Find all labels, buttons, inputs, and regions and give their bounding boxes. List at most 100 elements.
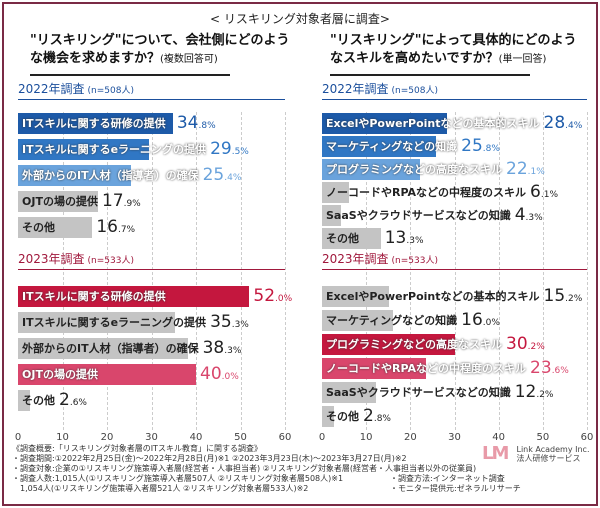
bar <box>322 205 341 226</box>
value-label: 6.1% <box>530 182 559 202</box>
x-tick-label: 10 <box>56 432 69 443</box>
bar <box>322 382 376 403</box>
group-n: (n=508人) <box>391 86 438 96</box>
bar <box>18 191 98 212</box>
logo-mark: LM <box>482 442 509 464</box>
bar <box>18 390 30 411</box>
value-label: 12.2% <box>514 382 554 402</box>
bar-label: その他 <box>22 394 55 407</box>
footnote-line: ・調査期間:①2022年2月25日(金)～2022年2月28日(月)※1 ②20… <box>12 454 407 463</box>
group-n: (n=533人) <box>87 256 134 266</box>
bar <box>18 217 93 238</box>
right-question: "リスキリング"によって具体的にどのようなスキルを高めたいですか？(単一回答) <box>330 32 588 69</box>
right-question-rule <box>330 74 530 76</box>
x-tick-label: 0 <box>14 432 22 443</box>
bar <box>322 334 456 355</box>
gridline <box>196 112 197 430</box>
survey-footnote: 《調査概要:「リスキリング対象者層のITスキル教育」に関する調査》 ・調査期間:… <box>12 444 476 494</box>
bar <box>322 406 335 427</box>
x-tick-label: 20 <box>100 432 114 443</box>
value-label: 17.9% <box>101 191 141 211</box>
bar <box>18 364 196 385</box>
x-tick-label: 40 <box>492 432 506 443</box>
bar-label: ITスキルに関するeラーニングの提供 <box>22 316 207 329</box>
bar-label: マーケティングなどの知識 <box>326 314 458 327</box>
x-tick-label: 60 <box>580 432 594 443</box>
bar-label: その他 <box>22 221 55 234</box>
value-label: 13.3% <box>384 228 424 248</box>
group-header: 2023年調査 (n=533人) <box>322 252 438 268</box>
gridline <box>587 112 588 430</box>
gridline <box>454 112 456 430</box>
left-question-note: (複数回答可) <box>160 54 218 65</box>
group-header: 2022年調査 (n=508人) <box>18 82 134 98</box>
group-rule <box>322 269 587 270</box>
x-tick-label: 30 <box>145 432 158 443</box>
bar-label: OJTの場の提供 <box>22 195 98 208</box>
bar-label: ExcelやPowerPointなどの基本的スキル <box>326 290 540 303</box>
x-tick-label: 50 <box>234 432 247 443</box>
bar-label: プログラミングなどの高度なスキル <box>326 338 502 351</box>
group-rule <box>18 99 285 100</box>
bar-label: プログラミングなどの高度なスキル <box>326 163 502 176</box>
value-label: 35.3% <box>210 312 249 332</box>
gridline <box>366 112 368 430</box>
supertitle: < リスキリング対象者層に調査> <box>210 12 390 26</box>
company-logo: LM Link Academy Inc. 法人研修サービス <box>482 443 589 463</box>
bar-label: SaaSやクラウドサービスなどの知識 <box>326 386 511 399</box>
bar <box>18 312 176 333</box>
logo-sub: 法人研修サービス <box>516 453 581 463</box>
right-question-note: (単一回答) <box>498 54 547 65</box>
x-tick-label: 30 <box>448 432 461 443</box>
bar-label: ITスキルに関する研修の提供 <box>22 290 166 303</box>
gridline <box>62 112 64 430</box>
bar-label: その他 <box>326 232 359 245</box>
bar-label: マーケティングなどの知識 <box>326 140 458 153</box>
bar <box>18 139 150 160</box>
value-label: 38.3% <box>202 338 242 358</box>
value-label: 2.6% <box>59 390 87 410</box>
value-label: 25.8% <box>461 136 500 156</box>
bar-label: ITスキルに関する研修の提供 <box>22 117 166 130</box>
footnote-line: 《調査概要:「リスキリング対象者層のITスキル教育」に関する調査》 <box>12 444 262 453</box>
bar-label: OJTの場の提供 <box>22 368 98 381</box>
group-header: 2023年調査 (n=533人) <box>18 252 134 268</box>
group-year: 2023年調査 <box>322 252 389 266</box>
footnote-line: ・調査人数:1,015人(①リスキリング施策導入者層507人 ②リスキリング対象… <box>12 474 344 483</box>
value-label: 29.5% <box>210 139 249 159</box>
x-tick-label: 0 <box>318 432 326 443</box>
value-label: 4.3% <box>514 205 543 225</box>
x-tick-label: 60 <box>278 432 292 443</box>
group-n: (n=533人) <box>391 256 438 266</box>
group-rule <box>18 269 285 270</box>
bar <box>322 228 381 249</box>
bar <box>322 286 390 307</box>
bar <box>18 338 189 359</box>
group-n: (n=508人) <box>87 86 134 96</box>
gridline <box>151 112 153 430</box>
bar <box>322 310 393 331</box>
bar-label: 外部からのIT人材（指導者）の確保 <box>22 342 199 355</box>
value-label: 22.1% <box>506 159 545 179</box>
group-year: 2022年調査 <box>322 82 389 96</box>
gridline <box>285 112 286 430</box>
value-label: 25.4% <box>202 165 242 185</box>
left-question-text: "リスキリング"について、会社側にどのような機会を求めますか？ <box>30 33 290 66</box>
value-label: 52.0% <box>253 286 293 306</box>
footnote-monitor: ・モニター提供元:ゼネラルリサーチ <box>390 484 521 493</box>
gridline <box>542 112 544 430</box>
group-header: 2022年調査 (n=508人) <box>322 82 438 98</box>
group-rule <box>322 99 587 100</box>
logo-name: Link Academy Inc. <box>516 444 590 454</box>
gridline <box>410 112 412 430</box>
footnote-method: ・調査方法:インターネット調査 <box>390 474 505 483</box>
footnote-line: 1,054人(①リスキリング施策導入者層521人 ②リスキリング対象者層533人… <box>12 484 309 493</box>
bar-label: 外部からのIT人材（指導者）の確保 <box>22 169 199 182</box>
value-label: 28.4% <box>543 113 583 133</box>
x-tick-label: 50 <box>536 432 550 443</box>
gridline <box>107 112 108 430</box>
x-tick-label: 40 <box>189 432 203 443</box>
bar-label: ITスキルに関するeラーニングの提供 <box>22 143 207 156</box>
bar-label: ノーコードやRPAなどの中程度のスキル <box>326 362 527 375</box>
